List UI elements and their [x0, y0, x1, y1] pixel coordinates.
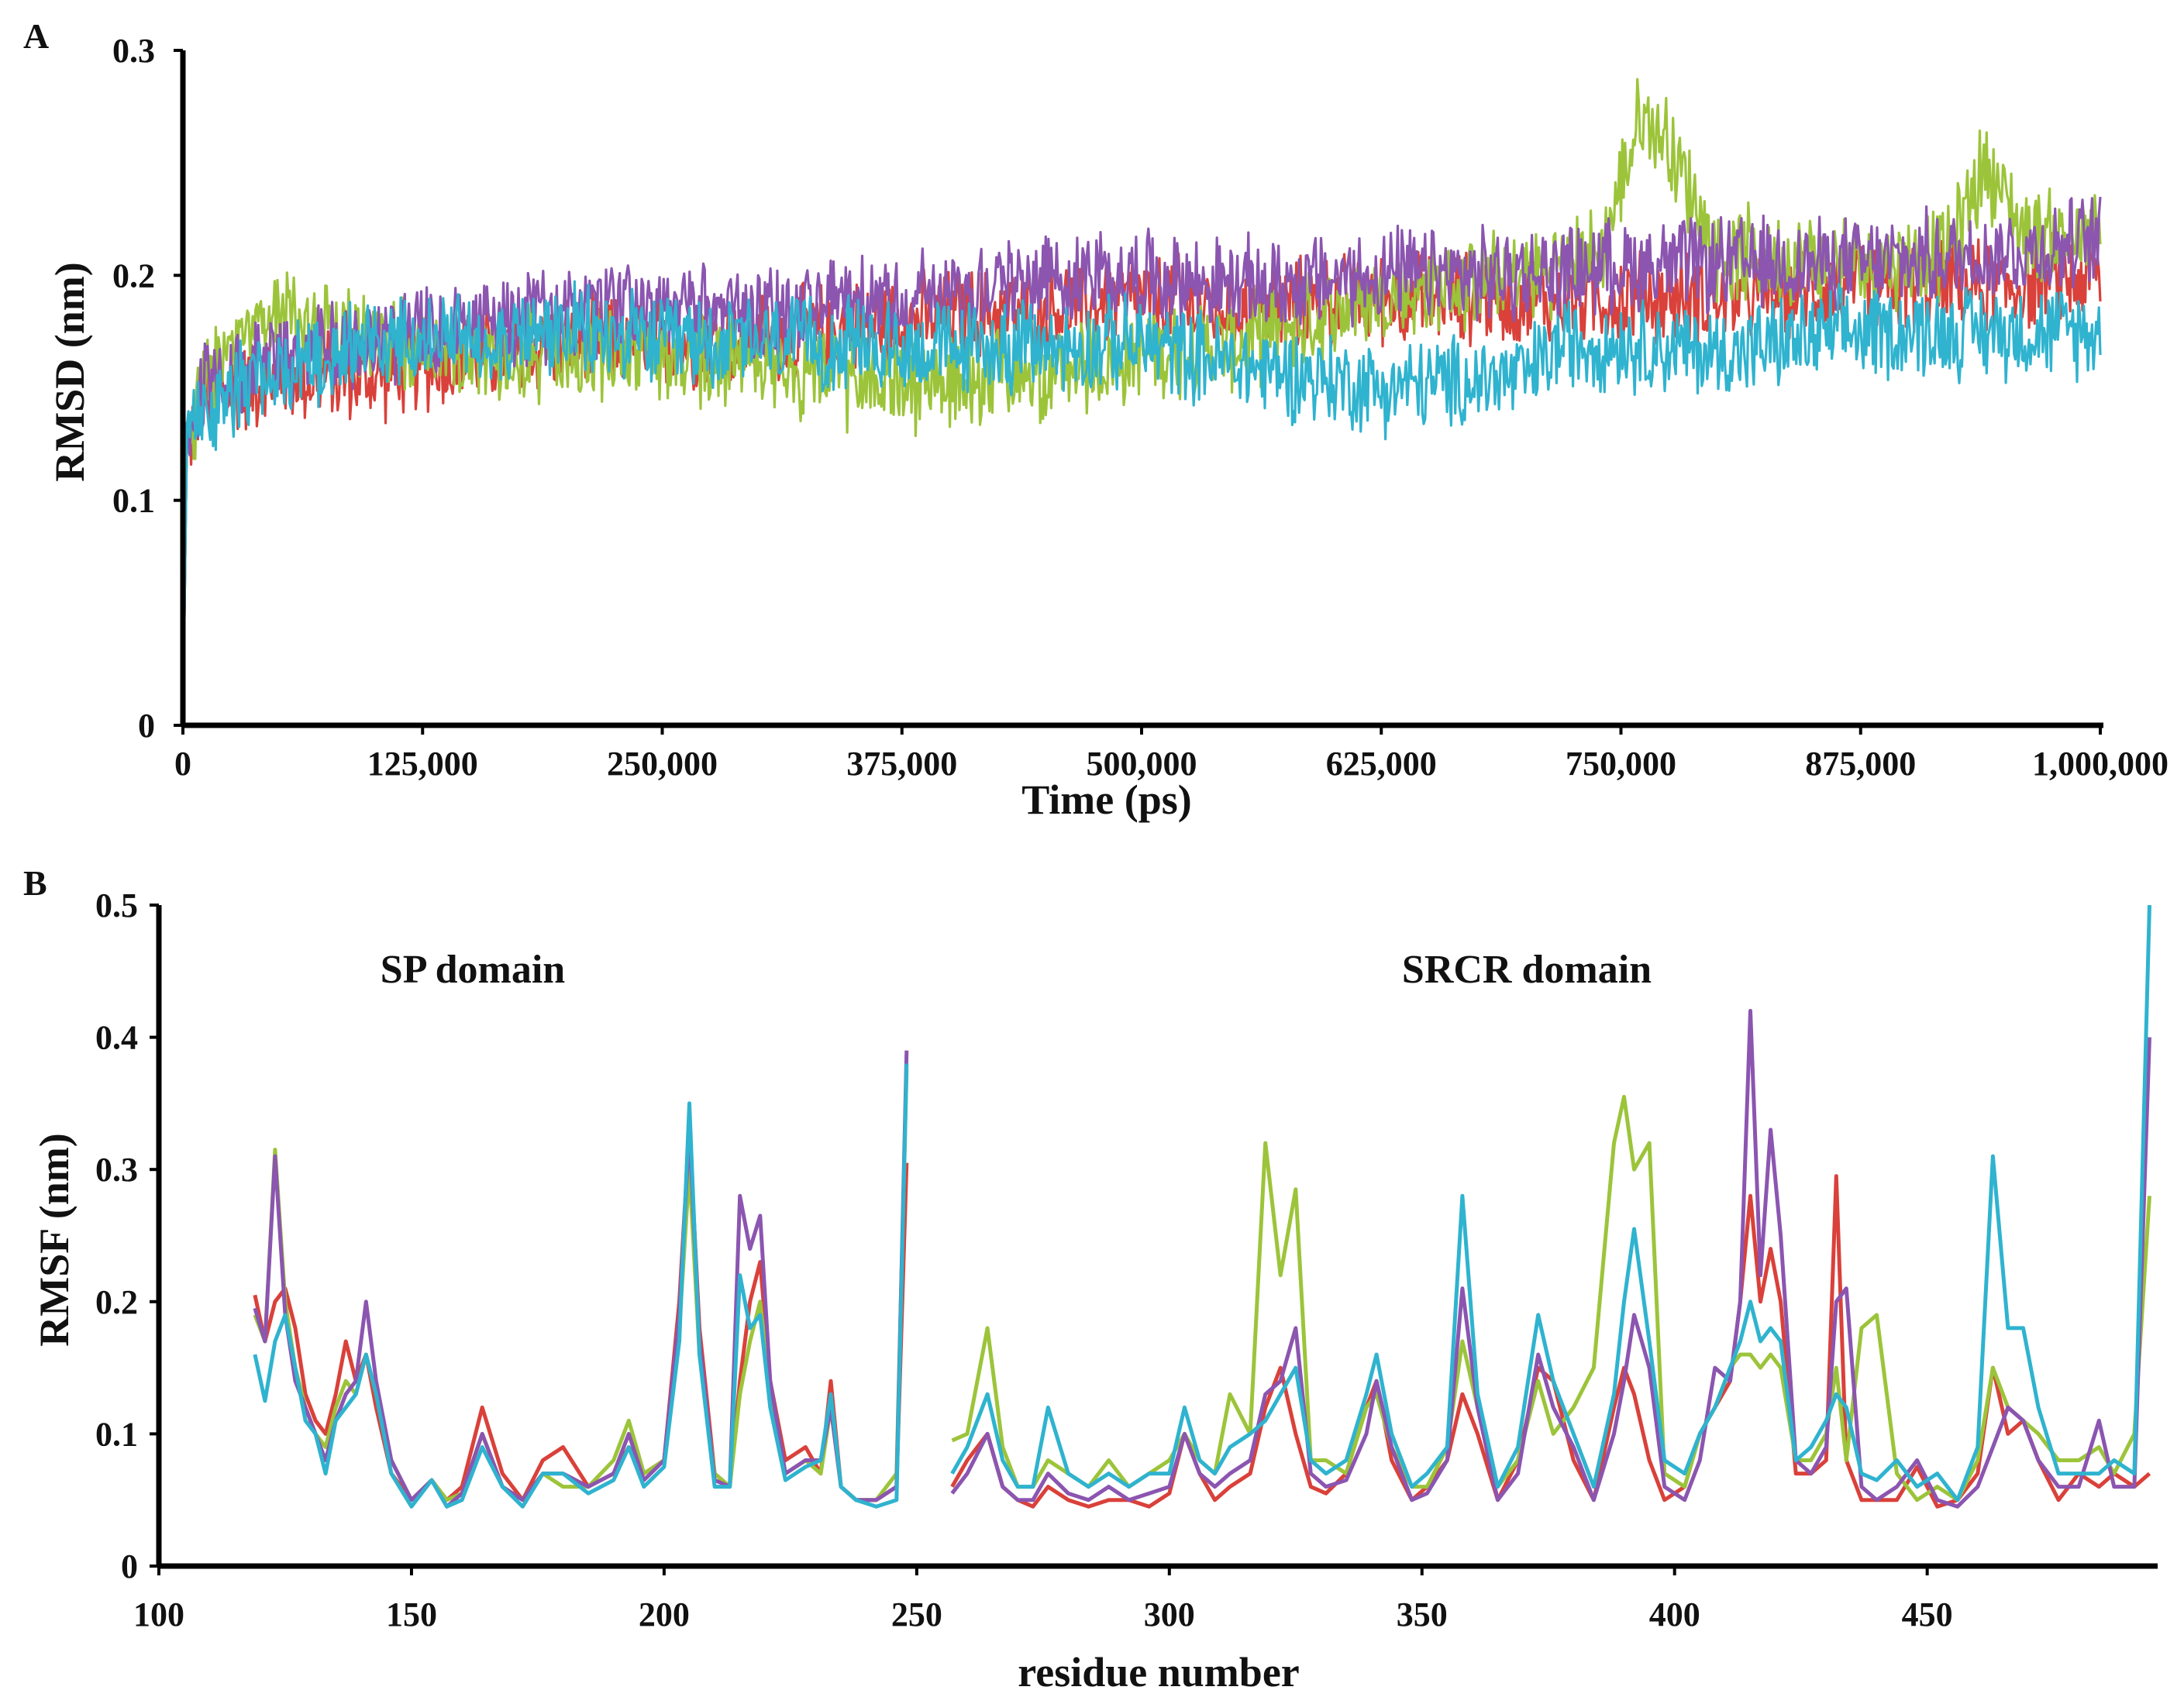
panel-b-x-tick-label: 400 — [1649, 1596, 1700, 1633]
panel-a-ylabel: RMSD (nm) — [47, 262, 93, 481]
panel-b-y-tick-label: 0.2 — [95, 1283, 138, 1321]
panel-b-x-tick-label: 350 — [1397, 1596, 1448, 1633]
panel-b-series-cyan-segment-1 — [253, 1063, 909, 1509]
panel-a-x-tick-label: 250,000 — [607, 745, 718, 783]
panel-b-series-green-segment-1 — [253, 1070, 909, 1503]
sp-domain-annotation: SP domain — [381, 948, 565, 992]
panel-b-series-cyan-segment-2 — [950, 904, 2151, 1503]
panel-a-xlabel: Time (ps) — [1021, 776, 1192, 823]
panel-b-y-tick-label: 0.1 — [95, 1415, 138, 1453]
panel-b-x-tick-label: 150 — [386, 1596, 437, 1633]
panel-a-axes: 0 125,000 250,000 375,000 500,000 625,000 750,… — [112, 32, 2168, 783]
panel-a-series-green — [181, 77, 2102, 726]
panel-a-y-tick-label: 0.3 — [112, 32, 155, 70]
panel-b-ylabel: RMSF (nm) — [31, 1133, 78, 1346]
panel-b-series-red-segment-1 — [253, 1127, 909, 1503]
panel-b-series-group — [253, 904, 2151, 1509]
panel-a-series-group — [181, 77, 2102, 726]
panel-b-series-purple-segment-1 — [253, 1050, 909, 1509]
panel-b-axes: 100 150 200 250 300 350 400 450 0 0.1 0.2 0.3 0.4 0.5 — [95, 886, 2158, 1633]
panel-a-x-tick-label: 875,000 — [1805, 745, 1916, 783]
panel-b-series-purple-segment-2 — [950, 1009, 2151, 1509]
panel-a-x-tick-label: 1,000,000 — [2032, 745, 2168, 783]
panel-b-y-tick-label: 0.5 — [95, 886, 138, 924]
panel-a-x-tick-label: 625,000 — [1326, 745, 1437, 783]
panel-b-xlabel: residue number — [1018, 1649, 1300, 1695]
panel-b-label: B — [23, 863, 47, 903]
panel-b-x-tick-label: 450 — [1902, 1596, 1953, 1633]
panel-b-x-tick-label: 100 — [133, 1596, 184, 1633]
srcr-domain-annotation: SRCR domain — [1402, 948, 1652, 992]
panel-a-x-tick-label: 750,000 — [1566, 745, 1676, 783]
panel-b-x-tick-label: 250 — [891, 1596, 942, 1633]
panel-a: A RMSD (nm) Time (ps) 0 125,000 250,000 375… — [23, 16, 2168, 823]
panel-b-x-tick-label: 200 — [639, 1596, 690, 1633]
panel-b-y-tick-label: 0.3 — [95, 1151, 138, 1189]
panel-a-y-tick-label: 0.2 — [112, 256, 155, 294]
panel-b-y-tick-label: 0.4 — [95, 1019, 138, 1057]
panel-a-x-tick-label: 500,000 — [1087, 745, 1197, 783]
panel-a-y-tick-label: 0 — [138, 707, 155, 745]
panel-a-series-cyan — [181, 280, 2102, 726]
panel-b-y-tick-label: 0 — [121, 1547, 138, 1585]
panel-a-y-tick-label: 0.1 — [112, 482, 155, 520]
panel-a-x-tick-label: 375,000 — [846, 745, 957, 783]
panel-a-label: A — [23, 16, 49, 56]
panel-b: B RMSF (nm) residue number SP domain SRC… — [23, 863, 2158, 1695]
panel-a-x-tick-label: 0 — [174, 745, 191, 783]
panel-a-x-tick-label: 125,000 — [367, 745, 478, 783]
panel-b-x-tick-label: 300 — [1144, 1596, 1195, 1633]
panel-b-series-red-segment-2 — [950, 1174, 2151, 1509]
panel-b-series-green-segment-2 — [951, 1094, 2151, 1503]
